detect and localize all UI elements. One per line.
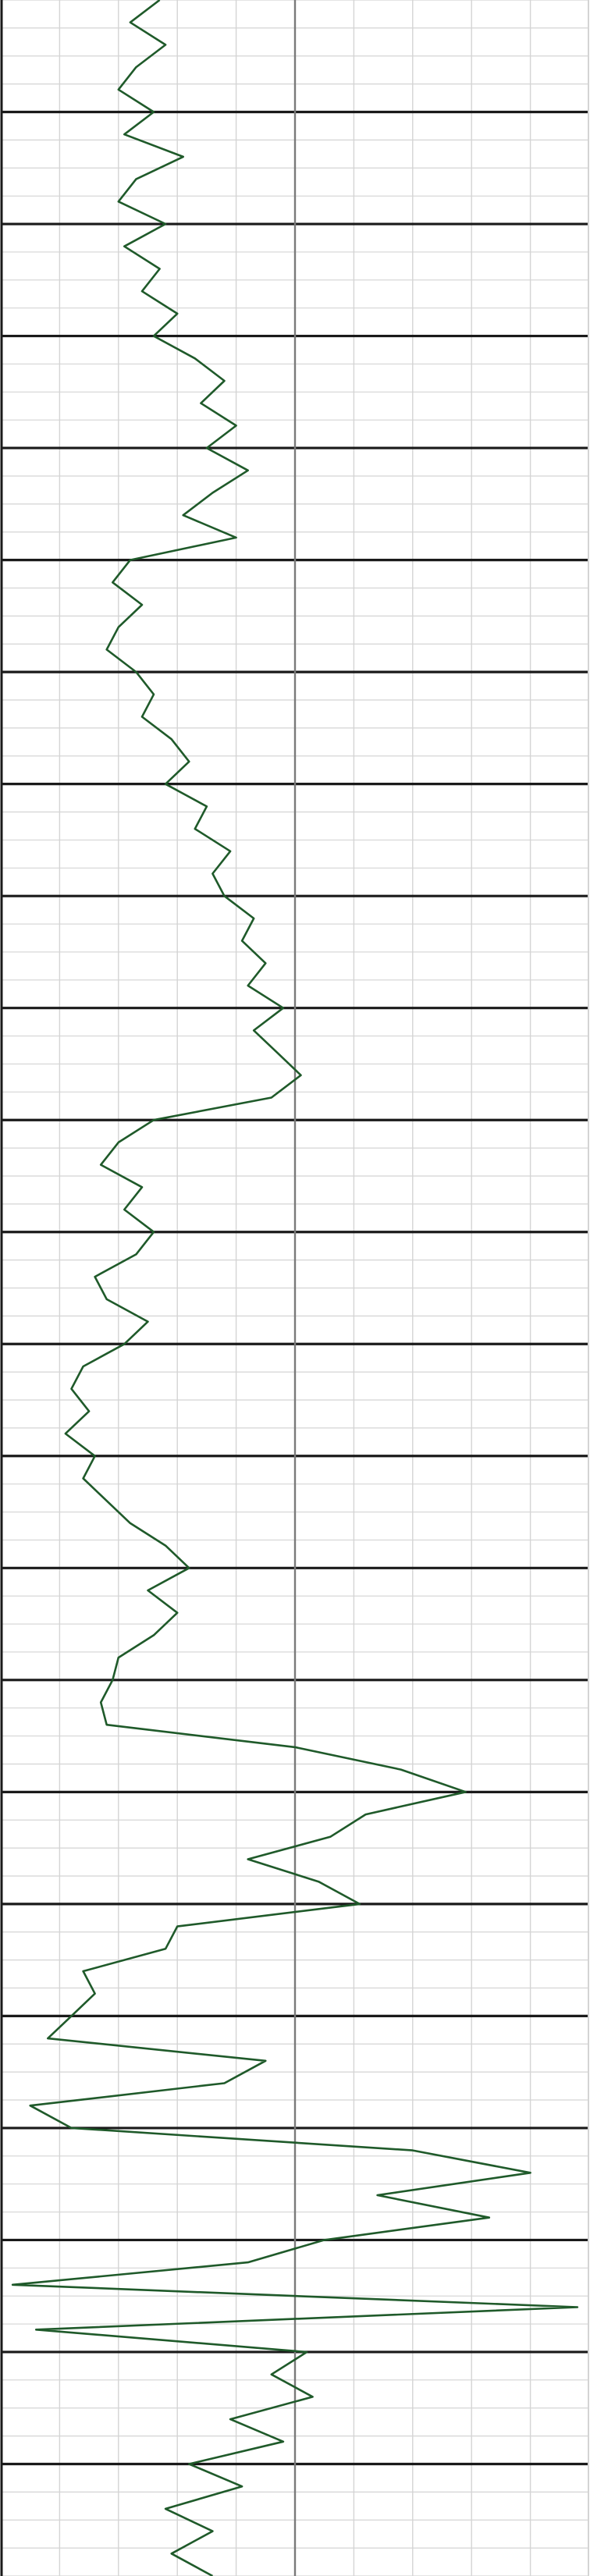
vertical-gridlines: [59, 0, 531, 2576]
log-curve: [11, 0, 579, 2576]
